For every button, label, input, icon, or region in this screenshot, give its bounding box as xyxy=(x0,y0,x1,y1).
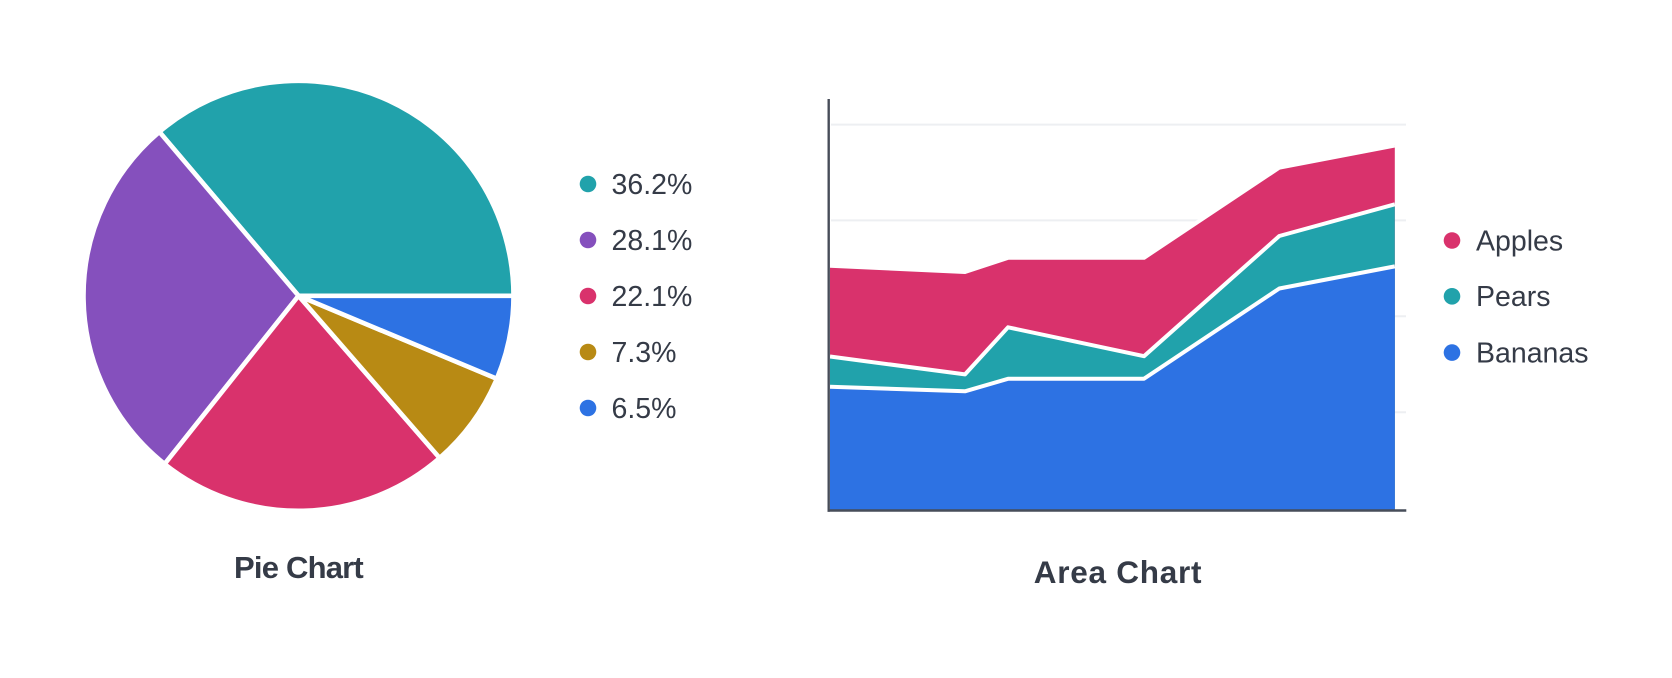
svg-text:7.3%: 7.3% xyxy=(612,337,677,369)
svg-text:Pears: Pears xyxy=(1476,281,1550,313)
svg-text:28.1%: 28.1% xyxy=(612,225,693,257)
svg-text:Apples: Apples xyxy=(1476,225,1563,257)
svg-text:6.5%: 6.5% xyxy=(612,393,677,425)
svg-text:36.2%: 36.2% xyxy=(612,169,693,201)
svg-text:Area Chart: Area Chart xyxy=(1034,554,1203,590)
svg-text:Pie Chart: Pie Chart xyxy=(234,550,363,585)
svg-text:22.1%: 22.1% xyxy=(612,281,693,313)
svg-text:Bananas: Bananas xyxy=(1476,338,1589,370)
